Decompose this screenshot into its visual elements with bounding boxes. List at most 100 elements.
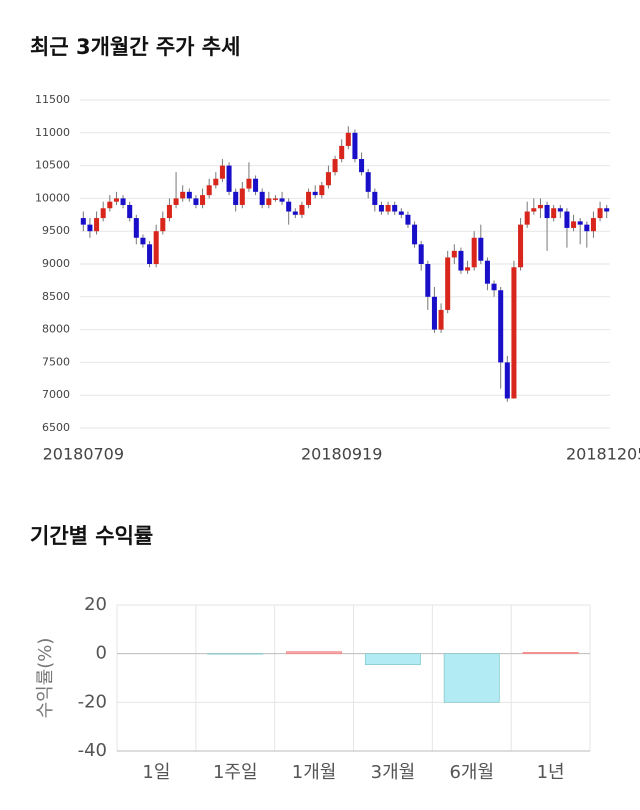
candle-body — [584, 224, 590, 232]
candle-body — [365, 172, 371, 192]
candle-body — [352, 132, 358, 160]
candle-body — [590, 218, 596, 232]
y-tick-label: 0 — [96, 643, 107, 664]
candle-body — [564, 211, 570, 228]
candle-body — [445, 257, 451, 310]
y-tick-label: 20 — [84, 594, 107, 615]
y-tick-label: 11000 — [35, 126, 70, 139]
candle-body — [557, 208, 563, 212]
bar — [286, 651, 343, 655]
candle-body — [498, 290, 504, 363]
candle-body — [312, 191, 318, 196]
y-tick-label: 9000 — [42, 257, 70, 270]
candle-body — [332, 159, 338, 173]
candle-body — [504, 362, 510, 399]
x-tick-label: 20181205 — [566, 445, 640, 464]
candle-body — [87, 224, 93, 232]
candle-body — [173, 198, 179, 205]
candle-body — [292, 211, 298, 215]
candle-body — [418, 244, 424, 264]
candle-body — [372, 191, 378, 205]
candle-body — [206, 185, 212, 196]
candle-body — [113, 198, 119, 202]
candle-body — [597, 208, 603, 219]
candle-body — [438, 309, 444, 330]
candle-body — [518, 224, 524, 268]
candle-body — [259, 191, 265, 205]
candle-body — [604, 208, 610, 212]
candle-body — [120, 198, 126, 205]
candle-body — [306, 191, 312, 205]
candle-body — [147, 244, 153, 264]
candle-body — [100, 208, 106, 219]
candle-body — [219, 165, 225, 179]
y-tick-label: 7500 — [42, 355, 70, 368]
candle-body — [153, 231, 159, 264]
candle-body — [180, 191, 186, 199]
candle-body — [537, 204, 543, 209]
y-tick-label: 6500 — [42, 421, 70, 434]
candle-body — [200, 195, 206, 205]
candle-body — [133, 218, 139, 238]
candle-body — [478, 237, 484, 261]
candle-body — [524, 211, 530, 225]
candle-body — [484, 260, 490, 284]
candle-body — [471, 237, 477, 268]
y-tick-label: 9500 — [42, 224, 70, 237]
candle-body — [571, 221, 577, 228]
candle-body — [431, 296, 437, 330]
candle-body — [226, 165, 232, 192]
candle-body — [531, 208, 537, 212]
y-tick-label: 10500 — [35, 159, 70, 172]
candle-body — [385, 204, 391, 212]
candle-body — [160, 218, 166, 232]
candle-body — [107, 201, 113, 209]
candle-body — [491, 283, 497, 291]
bar — [443, 653, 500, 703]
candle-body — [398, 211, 404, 215]
candle-body — [253, 178, 259, 192]
y-axis-label: 수익률(%) — [35, 638, 56, 719]
candle-body — [213, 178, 219, 186]
candle-body — [246, 178, 252, 189]
candle-body — [451, 250, 457, 258]
candle-body — [405, 214, 411, 225]
candle-body — [511, 267, 517, 399]
candle-body — [286, 201, 292, 212]
x-tick-label: 1일 — [142, 762, 170, 783]
x-tick-label: 1년 — [537, 762, 565, 783]
candle-body — [239, 188, 245, 205]
chart-title: 최근 3개월간 주가 추세 — [30, 35, 240, 59]
candle-body — [378, 204, 384, 212]
candle-body — [266, 198, 272, 205]
candle-body — [465, 267, 471, 271]
chart-title: 기간별 수익률 — [30, 524, 153, 548]
candle-body — [577, 221, 583, 225]
candle-body — [339, 145, 345, 160]
x-tick-label: 1개월 — [292, 762, 337, 783]
x-tick-label: 1주일 — [213, 762, 258, 783]
candle-body — [458, 250, 464, 271]
y-tick-label: 8500 — [42, 290, 70, 303]
x-tick-label: 3개월 — [371, 762, 416, 783]
candle-body — [272, 198, 278, 200]
candle-body — [412, 224, 418, 245]
x-tick-label: 20180709 — [43, 445, 124, 464]
candle-body — [345, 132, 351, 146]
candle-body — [325, 172, 331, 186]
candle-body — [193, 198, 199, 205]
y-tick-label: 8000 — [42, 323, 70, 336]
bar — [364, 653, 421, 666]
y-tick-label: -20 — [78, 691, 107, 712]
candle-body — [299, 204, 305, 215]
candle-body — [94, 218, 100, 232]
candle-body — [127, 204, 133, 219]
candle-body — [186, 191, 192, 199]
candle-body — [544, 204, 550, 219]
candle-body — [80, 218, 86, 225]
y-tick-label: -40 — [78, 740, 107, 761]
x-tick-label: 6개월 — [449, 762, 494, 783]
candle-body — [551, 208, 557, 219]
candle-body — [279, 198, 285, 202]
y-tick-label: 7000 — [42, 388, 70, 401]
